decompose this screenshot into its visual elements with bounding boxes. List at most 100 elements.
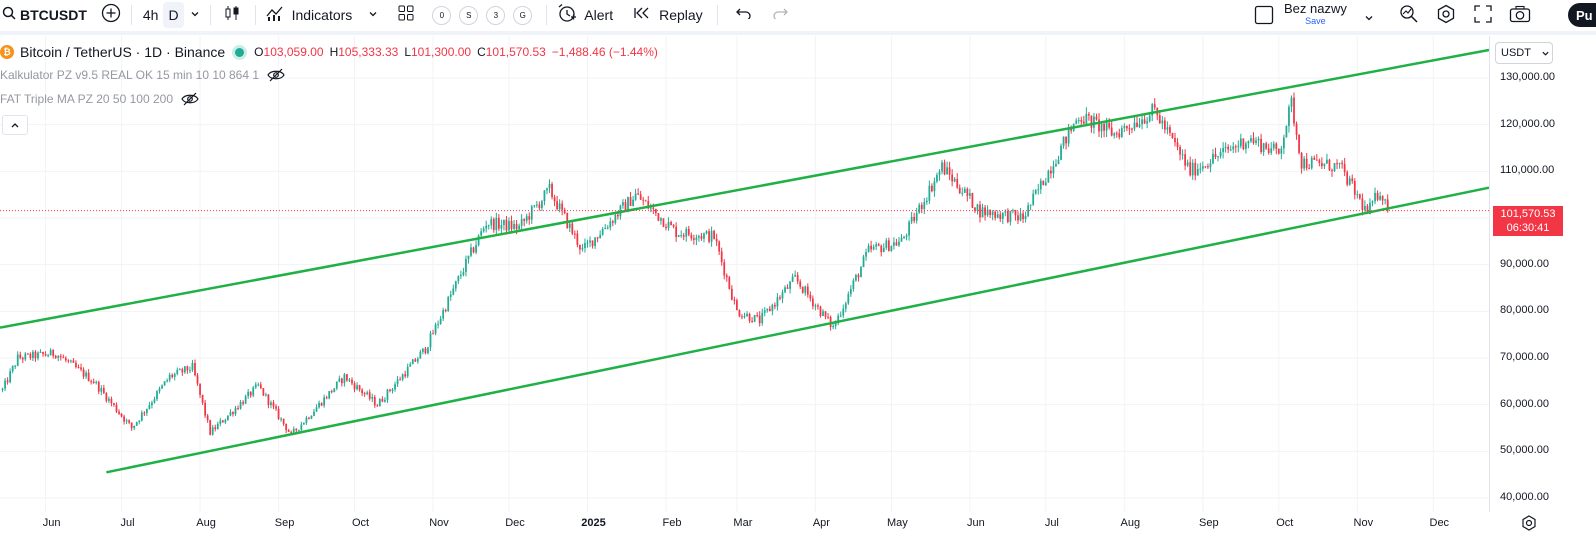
- candle-body: [730, 288, 733, 300]
- candle-body: [594, 237, 596, 247]
- candle-body: [1272, 143, 1275, 149]
- layout-frame-button[interactable]: [1254, 5, 1274, 30]
- candle-body: [1128, 128, 1131, 130]
- candle-body: [133, 425, 136, 429]
- candle-body: [85, 372, 87, 377]
- templates-button[interactable]: [398, 5, 414, 26]
- candle-body: [54, 355, 57, 358]
- candle-body: [189, 370, 191, 372]
- candle-body: [102, 387, 105, 394]
- candle-body: [125, 420, 128, 422]
- candle-body: [796, 275, 799, 282]
- candle-body: [682, 235, 685, 237]
- legend-collapse-button[interactable]: [2, 115, 28, 135]
- candle-body: [834, 323, 837, 326]
- candlestick-series: [1, 92, 1389, 436]
- trend-channel-line: [0, 48, 1490, 329]
- candle-body: [1050, 170, 1052, 174]
- publish-button[interactable]: Pu: [1568, 3, 1596, 27]
- candle-body: [1080, 119, 1083, 122]
- candle-body: [872, 246, 875, 250]
- candle-body: [252, 387, 255, 396]
- eye-off-icon[interactable]: [267, 68, 285, 82]
- candle-body: [1308, 168, 1311, 170]
- badge-s[interactable]: S: [459, 5, 479, 25]
- candle-body: [118, 411, 120, 414]
- candle-body: [1239, 138, 1242, 147]
- candle-body: [541, 201, 543, 208]
- layout-dropdown[interactable]: [1364, 10, 1374, 28]
- candle-body: [108, 398, 110, 401]
- snapshot-button[interactable]: [1509, 5, 1531, 28]
- indicator-row[interactable]: FAT Triple MA PZ 20 50 100 200: [0, 88, 664, 110]
- candle-body: [1138, 124, 1141, 127]
- candle-body: [596, 237, 599, 239]
- candle-body: [662, 218, 665, 227]
- candle-body: [543, 190, 546, 202]
- candle-body: [953, 178, 956, 182]
- candle-body: [505, 219, 508, 231]
- indicators-button[interactable]: Indicators: [266, 4, 352, 27]
- symbol-search-button[interactable]: BTCUSDT: [2, 0, 87, 30]
- time-tick-label: Dec: [1429, 517, 1450, 529]
- candle-body: [1320, 162, 1323, 167]
- candle-body: [171, 374, 174, 377]
- candle-body: [1318, 160, 1321, 163]
- fullscreen-button[interactable]: [1474, 5, 1492, 28]
- currency-selector[interactable]: USDT: [1495, 42, 1553, 64]
- axis-settings-button[interactable]: [1521, 515, 1537, 536]
- undo-button[interactable]: [735, 6, 752, 24]
- candle-body: [1252, 138, 1255, 143]
- candle-body: [1293, 97, 1295, 124]
- candle-body: [1120, 128, 1123, 138]
- candle-body: [1262, 143, 1265, 152]
- chart-type-button[interactable]: [223, 4, 241, 27]
- candle-body: [422, 348, 424, 352]
- candle-body: [287, 430, 290, 432]
- candle-body: [158, 388, 161, 392]
- replay-button[interactable]: Replay: [633, 6, 703, 25]
- badge-g[interactable]: G: [513, 5, 533, 25]
- candle-body: [1123, 126, 1126, 129]
- candle-body: [801, 286, 804, 293]
- indicator-row[interactable]: Kalkulator PZ v9.5 REAL OK 15 min 10 10 …: [0, 64, 664, 86]
- candle-body: [738, 310, 741, 317]
- legend-title[interactable]: Bitcoin / TetherUS · 1D · Binance: [20, 44, 226, 60]
- timeframe-dropdown[interactable]: [190, 6, 200, 24]
- settings-button[interactable]: [1436, 4, 1456, 29]
- timeframe-d[interactable]: D: [163, 2, 184, 28]
- alert-button[interactable]: Alert: [557, 3, 613, 28]
- candle-body: [1323, 163, 1326, 167]
- candle-body: [1153, 104, 1156, 108]
- compare-symbol-button[interactable]: [101, 3, 121, 28]
- layout-name-button[interactable]: Bez nazwy Save: [1284, 2, 1347, 28]
- redo-button[interactable]: [772, 6, 788, 24]
- badge-0[interactable]: 0: [432, 5, 452, 25]
- quick-search-button[interactable]: [1399, 4, 1419, 29]
- candle-body: [1027, 205, 1030, 216]
- candle-body: [62, 357, 65, 359]
- badge-3[interactable]: 3: [486, 5, 506, 25]
- candle-body: [867, 245, 870, 253]
- indicators-dropdown[interactable]: [368, 6, 378, 24]
- candle-body: [963, 188, 966, 193]
- candle-body: [553, 197, 556, 202]
- candle-body: [568, 223, 571, 229]
- price-axis[interactable]: [1489, 36, 1596, 512]
- candle-body: [1047, 170, 1050, 183]
- candle-body: [1151, 104, 1154, 116]
- candle-body: [710, 230, 713, 242]
- candle-body: [885, 240, 888, 248]
- candle-body: [774, 304, 776, 307]
- candle-body: [839, 315, 842, 317]
- candle-body: [295, 428, 298, 431]
- candle-body: [1282, 137, 1285, 149]
- candle-body: [113, 403, 115, 405]
- candle-body: [386, 389, 389, 400]
- legend-change: −1,488.46 (−1.44%): [552, 45, 658, 59]
- candle-body: [1310, 157, 1313, 169]
- eye-off-icon[interactable]: [181, 92, 199, 106]
- candle-body: [1346, 172, 1349, 185]
- timeframe-4h[interactable]: 4h: [142, 7, 159, 23]
